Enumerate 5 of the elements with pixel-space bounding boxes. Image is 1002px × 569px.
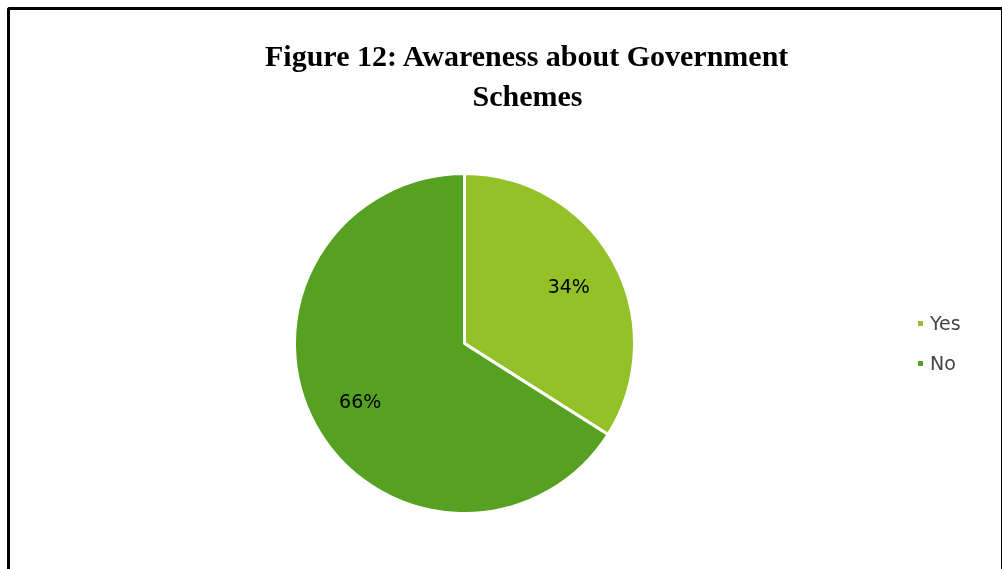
data-label: 66% — [339, 389, 382, 412]
data-label: 34% — [547, 275, 590, 298]
chart-title: Figure 12: Awareness about Government Schemes — [265, 39, 789, 112]
legend-label: No — [930, 352, 956, 374]
legend-label: Yes — [930, 312, 961, 334]
